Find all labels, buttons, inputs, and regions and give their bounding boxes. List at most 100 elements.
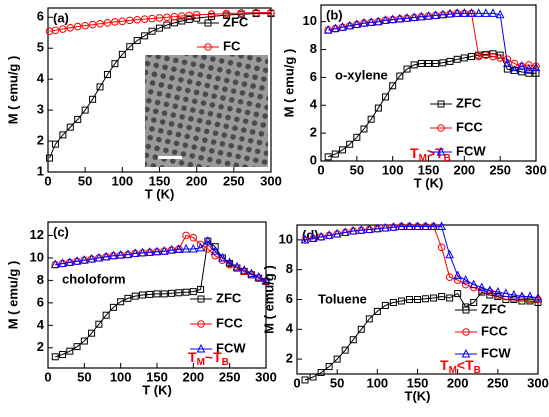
marker (247, 268, 256, 278)
condition-part: T (188, 349, 197, 365)
x-tick-label: 100 (382, 162, 404, 177)
marker (381, 222, 390, 232)
y-tick-label: 0 (310, 152, 317, 167)
marker (73, 22, 82, 31)
marker (417, 60, 425, 67)
marker (461, 275, 471, 284)
legend-marker (461, 348, 471, 358)
marker (89, 95, 97, 103)
marker (50, 259, 60, 269)
marker (74, 115, 82, 123)
marker (111, 60, 119, 68)
marker (131, 292, 139, 300)
marker (94, 252, 104, 262)
y-axis-label: M ( emu/g ) (5, 261, 20, 330)
x-tick-label: 150 (418, 162, 440, 177)
scale-bar (158, 156, 182, 159)
panel-label: (b) (326, 7, 343, 22)
series-line (304, 291, 539, 381)
marker (365, 315, 373, 323)
x-tick-label: 200 (447, 375, 469, 390)
series-line (328, 12, 537, 72)
condition-part: M (197, 357, 205, 368)
marker (388, 14, 397, 24)
marker (156, 24, 163, 32)
marker (178, 12, 186, 20)
marker (51, 353, 59, 361)
series-line (55, 240, 267, 281)
marker (96, 83, 104, 91)
marker (81, 21, 89, 30)
marker (197, 285, 205, 293)
marker (152, 246, 162, 256)
tem-inset (145, 55, 268, 167)
marker (203, 235, 213, 245)
marker (325, 363, 333, 371)
marker (356, 225, 366, 234)
marker (133, 15, 141, 24)
marker (461, 280, 470, 289)
marker (421, 221, 430, 230)
marker (138, 291, 146, 299)
condition-part: B (474, 365, 481, 376)
marker (145, 247, 155, 256)
marker (45, 154, 53, 162)
y-axis-label: M ( emu/g ) (281, 49, 296, 118)
marker (437, 221, 446, 230)
marker (438, 9, 448, 19)
x-tick-label: 200 (182, 369, 204, 384)
marker (126, 43, 134, 51)
marker (80, 255, 89, 264)
marker (267, 8, 275, 17)
marker (410, 61, 418, 69)
marker (489, 52, 497, 61)
y-tick-label: 1 (37, 163, 44, 178)
condition-part: ~ (205, 349, 213, 365)
marker (496, 54, 504, 62)
panel-label: (a) (53, 10, 69, 25)
marker (59, 351, 67, 359)
marker (432, 60, 440, 67)
y-tick-label: 8 (310, 41, 317, 56)
condition-part: T (435, 145, 444, 161)
marker (103, 71, 111, 79)
legend-marker (196, 343, 206, 353)
panel-label: (c) (53, 224, 69, 239)
marker (438, 293, 446, 301)
x-tick-label: 0 (293, 375, 300, 390)
marker (252, 8, 260, 17)
marker (185, 15, 193, 23)
marker (474, 52, 483, 61)
legend-marker (436, 146, 446, 156)
marker (51, 26, 60, 35)
x-tick-label: 250 (223, 173, 245, 188)
marker (167, 244, 176, 254)
marker (503, 58, 512, 67)
marker (460, 8, 469, 17)
y-tick-label: 12 (30, 227, 44, 242)
marker (96, 19, 104, 28)
x-axis-label: T (K) (142, 382, 172, 397)
marker (422, 295, 430, 303)
marker (397, 297, 405, 305)
condition-part: T (465, 357, 474, 373)
x-tick-label: 150 (149, 173, 171, 188)
marker (125, 16, 134, 25)
y-tick-label: 4 (37, 317, 45, 332)
x-tick-label: 0 (317, 162, 324, 177)
x-tick-label: 300 (525, 162, 547, 177)
marker (261, 275, 271, 284)
marker (81, 106, 89, 114)
marker (175, 289, 183, 297)
y-axis-label: M ( emu/g ) (261, 265, 276, 334)
marker (339, 146, 346, 154)
y-tick-label: 4 (286, 321, 294, 336)
marker (366, 17, 376, 26)
condition-label: TM~TB (188, 349, 229, 368)
x-axis-label: T (K) (145, 186, 175, 201)
x-tick-label: 0 (44, 173, 51, 188)
marker (431, 10, 440, 19)
legend-label: FCC (216, 315, 243, 330)
marker (454, 290, 462, 298)
